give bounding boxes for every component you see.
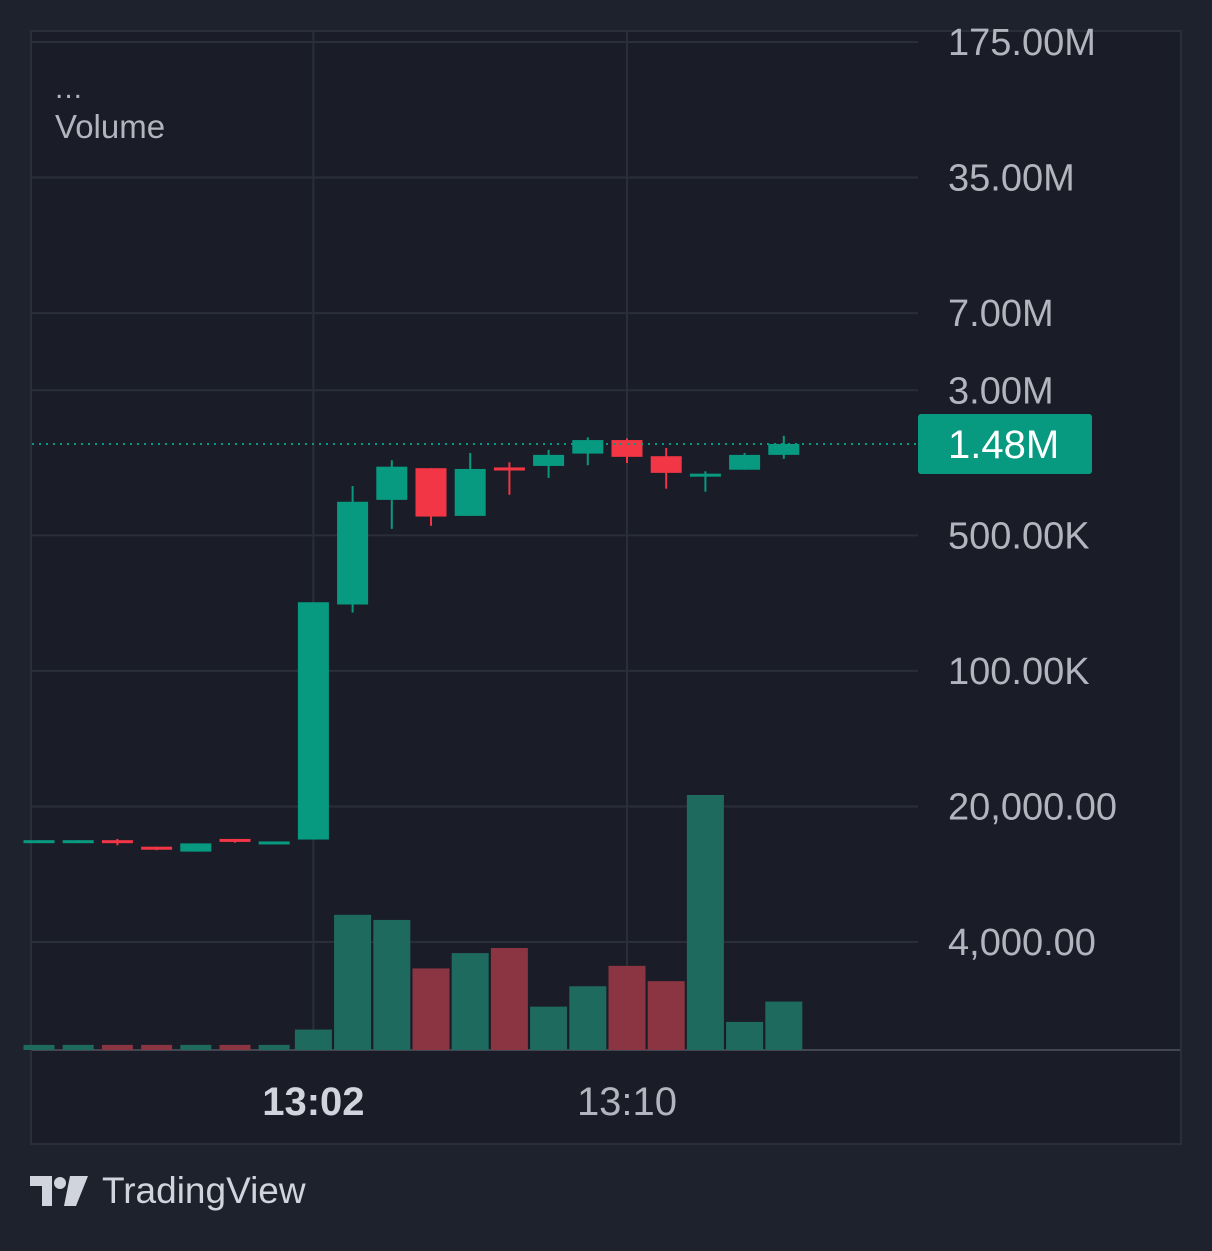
candle-body: [572, 440, 604, 454]
candle: [23, 840, 55, 844]
y-axis-tick-label: 4,000.00: [948, 922, 1096, 964]
candle: [611, 438, 643, 464]
candle: [180, 843, 212, 852]
volume-bar: [765, 1001, 803, 1050]
candle-body: [180, 843, 212, 852]
candle: [337, 486, 369, 613]
volume-bar: [569, 986, 607, 1050]
brand[interactable]: TradingView: [30, 1170, 306, 1212]
volume-bar: [23, 1044, 55, 1050]
y-axis-tick-label: 100.00K: [948, 651, 1090, 693]
volume-bar: [530, 1006, 568, 1050]
y-axis-tick-label: 175.00M: [948, 22, 1096, 64]
candle-body: [650, 456, 682, 473]
candle-body: [376, 466, 408, 500]
candle-body: [62, 840, 94, 844]
candle: [768, 435, 800, 459]
candle-layer: [23, 435, 800, 852]
volume-bar: [686, 795, 724, 1050]
candle: [729, 452, 761, 470]
candle-body: [454, 468, 486, 516]
candle-body: [689, 473, 721, 477]
candle-body: [101, 840, 133, 844]
candle-body: [219, 838, 251, 842]
volume-bar: [62, 1044, 94, 1050]
volume-bar: [141, 1044, 173, 1050]
legend-menu-dots[interactable]: ...: [55, 72, 84, 105]
candle-body: [23, 840, 55, 844]
legend: ... Volume: [55, 72, 165, 148]
candle-body: [493, 467, 525, 471]
y-axis-tick-label: 20,000.00: [948, 786, 1117, 828]
volume-bar: [647, 981, 685, 1050]
candle-body: [768, 443, 800, 455]
last-price-layer: 1.48M: [32, 413, 1092, 474]
y-axis-tick-label: 35.00M: [948, 158, 1075, 200]
candle: [650, 448, 682, 489]
candle: [62, 840, 94, 844]
candle: [101, 838, 133, 846]
candle: [258, 841, 290, 845]
volume-bar: [451, 953, 489, 1050]
volume-bar: [490, 948, 528, 1050]
candle: [219, 838, 251, 843]
candle-body: [297, 602, 329, 840]
legend-volume-label: Volume: [55, 108, 166, 145]
last-price-label: 1.48M: [948, 423, 1059, 467]
volume-bar: [726, 1021, 764, 1050]
candle: [454, 452, 486, 516]
y-axis-tick-label: 500.00K: [948, 515, 1090, 557]
chart-frame: [30, 30, 1182, 1145]
volume-layer: [23, 795, 803, 1050]
candle: [689, 471, 721, 492]
candle: [572, 437, 604, 466]
volume-bar: [608, 965, 646, 1050]
brand-name: TradingView: [102, 1170, 306, 1211]
candle-body: [415, 468, 447, 517]
volume-bar: [334, 914, 372, 1050]
volume-bar: [180, 1044, 212, 1050]
candle-body: [337, 501, 369, 605]
candle: [141, 846, 173, 851]
y-axis-tick-label: 3.00M: [948, 370, 1054, 412]
candle-body: [258, 841, 290, 845]
candle-body: [533, 454, 565, 466]
candle: [297, 602, 329, 840]
x-axis-tick-label: 13:02: [262, 1080, 364, 1124]
candle-body: [141, 846, 173, 850]
grid-layer: [32, 32, 1180, 1051]
volume-bar: [219, 1044, 251, 1050]
volume-bar: [258, 1044, 290, 1050]
volume-bar: [373, 919, 411, 1050]
x-axis-tick-label: 13:10: [577, 1080, 677, 1124]
volume-bar: [412, 968, 450, 1050]
last-price-tag: [918, 413, 1092, 474]
candle-body: [611, 440, 643, 457]
candle: [415, 468, 447, 526]
candle: [493, 462, 525, 495]
tradingview-logo-icon: [30, 1176, 88, 1206]
y-axis-tick-label: 7.00M: [948, 293, 1054, 335]
candle: [533, 449, 565, 478]
candle-body: [729, 454, 761, 470]
axis-layer: 175.00M 35.00M 7.00M 3.00M 500.00K 100.00K 20,…: [262, 22, 1117, 1124]
volume-bar: [101, 1044, 133, 1050]
volume-bar: [294, 1029, 332, 1050]
candle: [376, 460, 408, 529]
